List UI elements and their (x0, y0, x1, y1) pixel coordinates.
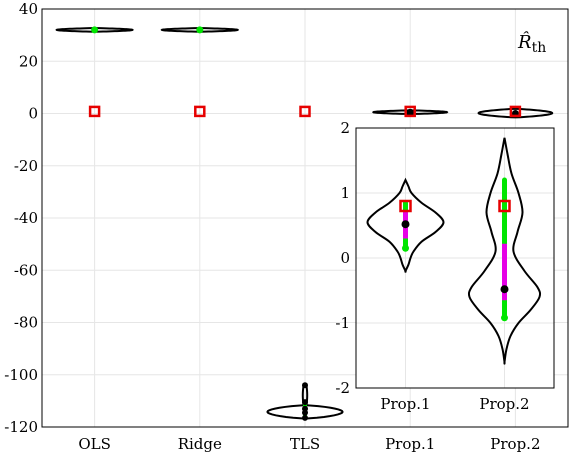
tls-point (302, 399, 308, 406)
tls-point (302, 414, 308, 421)
x-tick-label: Prop.1 (385, 435, 435, 453)
inset-x-tick-labels: Prop.1 Prop.2 (380, 395, 529, 413)
x-tick-label: OLS (78, 435, 111, 453)
annotation-symbol: R̂ (517, 31, 532, 53)
main-x-tick-labels: OLS Ridge TLS Prop.1 Prop.2 (78, 435, 540, 453)
main-markers (88, 26, 522, 421)
inset-markers (399, 177, 511, 322)
true-value-marker (509, 105, 522, 118)
y-tick-label: 0 (28, 105, 38, 123)
inset-median-dot (401, 220, 410, 229)
y-tick-label: -40 (14, 209, 38, 227)
violin-tls (266, 384, 344, 420)
annotation-subscript: th (532, 40, 547, 56)
y-tick-label: -20 (14, 157, 38, 175)
x-tick-label: Prop.2 (490, 435, 540, 453)
inset-median-dot (500, 285, 509, 294)
median-dot (91, 26, 99, 34)
y-tick-label: -100 (4, 366, 38, 384)
y-tick-label: 40 (19, 0, 38, 18)
inset-x-tick-label: Prop.2 (479, 395, 529, 413)
inset-violin-prop2 (467, 137, 542, 365)
median-dot (196, 26, 204, 34)
y-tick-label: -60 (14, 261, 38, 279)
chart-annotation: R̂th (517, 31, 546, 56)
x-tick-label: TLS (290, 435, 320, 453)
inset-whisker-end (402, 244, 409, 252)
inset-y-tick-label: 2 (340, 119, 350, 137)
tls-point (302, 409, 308, 416)
main-plot-frame (41, 8, 569, 428)
tls-point (302, 382, 308, 389)
true-value-marker (299, 105, 311, 118)
y-tick-label: 20 (19, 52, 38, 70)
inset-whisker-end (501, 314, 508, 322)
inset-true-value-marker (498, 199, 511, 213)
inset-y-tick-label: 0 (340, 249, 350, 267)
inset-y-tick-labels: 2 1 0 -1 -2 (335, 119, 350, 397)
inset-y-tick-label: 1 (340, 184, 350, 202)
true-value-marker (88, 105, 101, 118)
inset-y-tick-label: -2 (335, 379, 350, 397)
inset-x-tick-label: Prop.1 (380, 395, 430, 413)
inset-true-value-marker (399, 199, 412, 213)
y-tick-label: -80 (14, 314, 38, 332)
violin-prop2 (477, 107, 554, 119)
inset-violins (366, 137, 542, 365)
y-tick-label: -120 (4, 418, 38, 436)
main-y-tick-labels: 40 20 0 -20 -40 -60 -80 -100 -120 (4, 0, 38, 436)
inset-y-tick-label: -1 (335, 314, 350, 332)
x-tick-label: Ridge (178, 435, 222, 453)
median-dot (406, 108, 414, 116)
true-value-marker (194, 105, 206, 118)
inset-plot-frame (355, 127, 555, 389)
inset-violin-prop1 (366, 177, 445, 273)
inset-plot: 2 1 0 -1 -2 Prop.1 Prop.2 (335, 119, 555, 413)
true-value-marker (404, 105, 416, 118)
